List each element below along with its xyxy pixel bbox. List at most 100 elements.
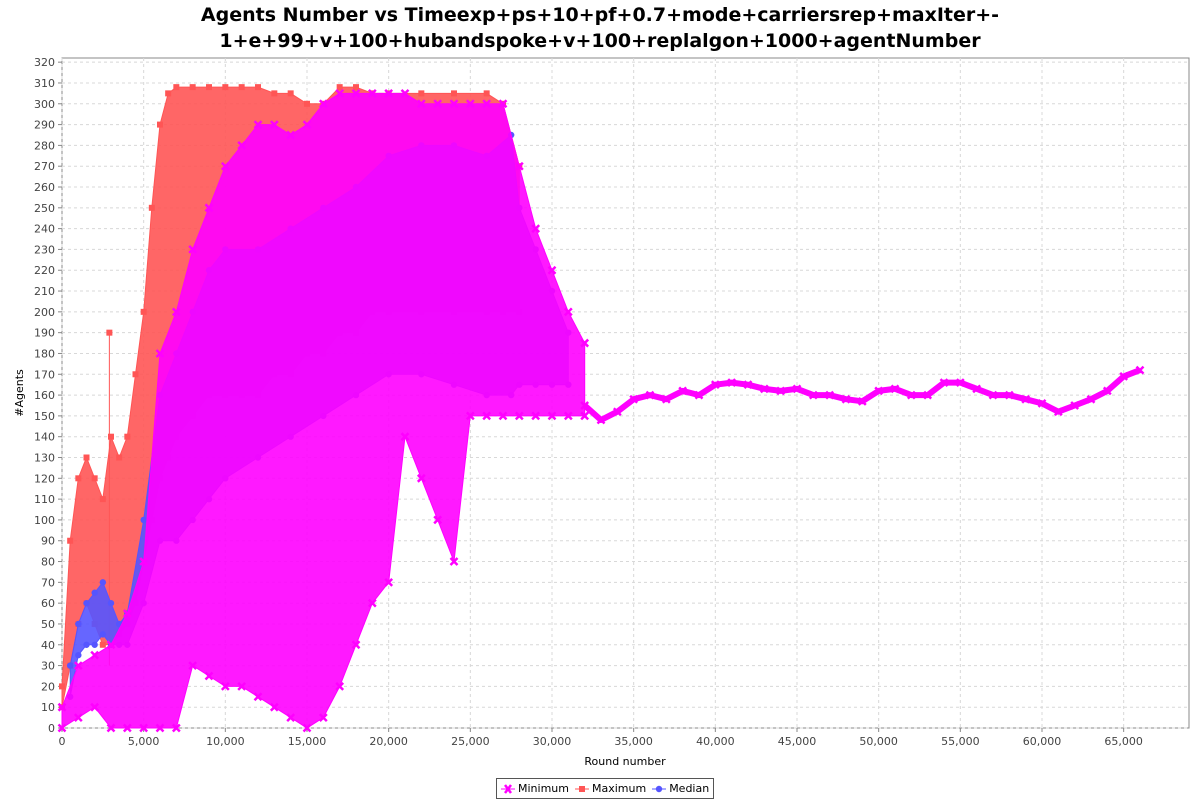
series-minimum-point-low <box>367 598 377 608</box>
series-minimum-point-high <box>531 224 541 234</box>
series-minimum-tail-point <box>808 390 818 400</box>
series-minimum-tail-point <box>1021 394 1031 404</box>
series-maximum-spike-point <box>106 329 113 336</box>
y-axis-label: #Agents <box>13 369 26 417</box>
series-minimum-tail-point <box>645 390 655 400</box>
series-maximum-point-high <box>157 121 163 128</box>
y-tick-label: 180 <box>34 347 55 360</box>
series-minimum-point-high <box>253 120 263 129</box>
series-median-point-low <box>91 641 98 648</box>
x-tick-label: 25,000 <box>451 735 490 748</box>
y-tick-label: 320 <box>34 56 55 69</box>
series-minimum-point-high <box>269 120 279 129</box>
y-tick-label: 110 <box>34 493 55 506</box>
series-minimum-tail-point <box>955 378 965 387</box>
series-minimum-point-high <box>155 349 165 358</box>
series-minimum-point-high <box>367 88 377 98</box>
y-tick-label: 80 <box>41 556 55 569</box>
series-minimum-tail-point <box>596 415 606 425</box>
series-minimum-point-high <box>286 130 296 140</box>
series-minimum-tail-point <box>710 380 720 390</box>
series-minimum-point-low <box>563 411 573 421</box>
series-minimum-point-high <box>171 307 181 317</box>
series-minimum-point-low <box>498 411 508 421</box>
series-minimum-tail-point <box>857 396 867 406</box>
series-minimum-point-high <box>482 99 492 109</box>
y-tick-label: 230 <box>34 243 55 256</box>
series-minimum-point-high <box>90 650 100 660</box>
series-maximum-point-high <box>67 537 74 544</box>
x-tick-label: 10,000 <box>206 735 245 748</box>
series-minimum-tail-point <box>972 384 982 394</box>
series-minimum-tail-point <box>661 394 671 404</box>
series-minimum-point-high <box>547 265 557 275</box>
series-maximum-point-high <box>140 308 147 315</box>
series-maximum-point-low <box>99 641 106 648</box>
legend-marker-minimum <box>501 783 515 794</box>
series-minimum-tail-point <box>1037 399 1047 408</box>
series-minimum-point-low <box>253 692 263 702</box>
y-tick-label: 280 <box>34 139 55 152</box>
series-maximum-point-high <box>148 204 155 211</box>
series-minimum-point-high <box>318 99 328 109</box>
y-tick-label: 250 <box>34 202 55 215</box>
y-tick-label: 290 <box>34 119 55 132</box>
series-minimum-point-high <box>498 99 508 109</box>
series-minimum-tail-point <box>874 386 884 396</box>
y-tick-label: 220 <box>34 264 55 277</box>
series-maximum-point-high <box>189 84 196 91</box>
y-tick-label: 40 <box>41 639 55 652</box>
series-layer <box>57 84 1145 733</box>
series-minimum-point-low <box>237 682 247 691</box>
series-minimum-tail-point <box>1004 390 1014 400</box>
x-tick-label: 15,000 <box>288 735 327 748</box>
y-tick-label: 140 <box>34 431 55 444</box>
series-minimum-point-low <box>384 577 394 587</box>
series-minimum-tail-point <box>1135 365 1145 375</box>
y-tick-label: 20 <box>41 680 55 693</box>
series-minimum-point-low <box>318 713 328 722</box>
series-maximum-point-high <box>222 84 229 91</box>
chart-title: Agents Number vs Timeexp+ps+10+pf+0.7+mo… <box>0 2 1200 54</box>
series-maximum-point-high <box>83 454 90 461</box>
series-minimum <box>57 88 1145 733</box>
series-minimum-point-low <box>351 640 361 650</box>
series-minimum-point-high <box>335 88 345 98</box>
series-minimum-point-low <box>416 473 426 483</box>
series-minimum-point-low <box>122 723 132 733</box>
series-minimum-tail-point <box>1119 371 1129 381</box>
y-tick-label: 120 <box>34 472 55 485</box>
series-minimum-point-low <box>335 682 345 691</box>
series-median-point-high <box>107 599 115 607</box>
series-minimum-point-low <box>155 723 165 733</box>
series-minimum-point-low <box>57 723 67 733</box>
series-maximum-point-high <box>173 84 180 91</box>
series-minimum-point-low <box>171 723 181 733</box>
series-minimum-tail-point <box>1053 407 1063 417</box>
y-tick-label: 10 <box>41 701 55 714</box>
series-minimum-tail-point <box>923 390 933 400</box>
series-minimum-point-high <box>351 88 361 98</box>
legend-marker-maximum <box>574 785 589 792</box>
x-tick-label: 55,000 <box>941 735 980 748</box>
series-maximum-point-high <box>59 683 65 690</box>
series-minimum-point-low <box>106 723 116 733</box>
series-maximum-point-high <box>336 84 343 91</box>
x-tick-label: 60,000 <box>1023 735 1062 748</box>
y-tick-label: 240 <box>34 223 55 236</box>
series-maximum-point-high <box>99 496 106 503</box>
series-minimum-tail-point <box>727 378 737 387</box>
series-maximum-point-high <box>116 454 123 461</box>
series-median-point-low <box>99 631 107 638</box>
y-tick-label: 150 <box>34 410 55 423</box>
series-minimum-point-low <box>514 411 524 421</box>
legend-label-minimum: Minimum <box>518 782 569 795</box>
x-tick-label: 30,000 <box>533 735 572 748</box>
series-minimum-point-low <box>433 515 443 525</box>
series-maximum-point-high <box>418 90 425 97</box>
series-minimum-point-low <box>580 411 590 421</box>
y-axis-ticks: 0 10 20 30 40 50 60 70 80 90 100 110 120 130 140 150 160… <box>34 56 62 735</box>
y-tick-label: 70 <box>41 576 55 589</box>
series-median-point-high <box>91 589 98 596</box>
series-minimum-point-low <box>449 557 459 566</box>
